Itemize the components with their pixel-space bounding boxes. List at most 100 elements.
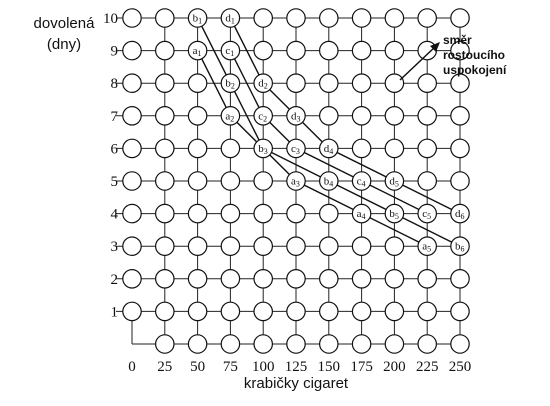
grid-node	[450, 40, 470, 61]
grid-node	[450, 106, 470, 126]
grid-node	[220, 171, 241, 191]
grid-node	[318, 106, 339, 126]
grid-node	[318, 8, 339, 28]
node-label-b2: b2	[225, 78, 235, 91]
grid-node	[220, 203, 241, 224]
direction-arrow-line	[399, 45, 437, 81]
grid-node	[122, 106, 142, 126]
y-tick-label: 1	[111, 304, 119, 320]
grid-node	[384, 301, 405, 322]
node-b1	[187, 8, 208, 28]
node-c2	[253, 106, 274, 126]
x-tick-label: 125	[285, 359, 308, 375]
x-tick-label: 0	[128, 359, 136, 375]
node-label-a4: a4	[357, 208, 366, 221]
node-b6	[450, 236, 470, 256]
node-label-d3: d3	[291, 110, 301, 123]
grid-node	[318, 301, 339, 322]
node-label-d2: d2	[258, 78, 268, 91]
grid-node	[155, 40, 175, 61]
grid-node	[122, 8, 142, 28]
grid-node	[318, 268, 339, 289]
node-d4	[318, 138, 339, 159]
grid-node	[286, 73, 306, 93]
grid-node	[450, 171, 470, 191]
grid-nodes: a5 b6 a4 b5 c5 d6 a3 b4 c4 d5 b3 c3 d4 a2 c2 d3 b2 d2 a1 c1…	[122, 8, 470, 354]
indifference-curve-d	[229, 17, 461, 215]
node-b4	[318, 171, 339, 191]
node-d3	[286, 106, 306, 126]
grid-node	[417, 8, 437, 28]
node-label-b6: b6	[455, 241, 465, 254]
grid-node	[384, 268, 405, 289]
axis-ticks: 0 25 50 75 100 125 150 175 200 225 250 1 2 3 4 5 6 7 8 9 10	[103, 11, 471, 375]
grid-node	[351, 334, 372, 354]
node-c1	[220, 40, 241, 61]
node-label-d1: d1	[225, 13, 235, 26]
grid-node	[417, 334, 437, 354]
annotation-line1: směr	[443, 33, 472, 47]
grid-node	[220, 268, 241, 289]
grid-node	[155, 236, 175, 256]
node-a5	[417, 236, 437, 256]
node-b2	[220, 73, 241, 93]
x-axis-label: krabičky cigaret	[244, 375, 349, 392]
node-label-b4: b4	[324, 176, 334, 189]
grid-node	[253, 301, 274, 322]
grid-node	[253, 203, 274, 224]
direction-annotation: směr rostoucího uspokojení	[399, 33, 507, 81]
grid-node	[187, 236, 208, 256]
grid-node	[122, 171, 142, 191]
node-d1	[220, 8, 241, 28]
node-label-a2: a2	[225, 110, 234, 123]
grid-node	[417, 106, 437, 126]
x-tick-label: 75	[223, 359, 238, 375]
node-label-b1: b1	[193, 13, 203, 26]
node-c5	[417, 203, 437, 224]
grid-node	[286, 301, 306, 322]
grid-node	[286, 203, 306, 224]
grid-node	[122, 138, 142, 159]
grid-node	[253, 268, 274, 289]
node-label-c2: c2	[258, 110, 267, 123]
grid-node	[351, 236, 372, 256]
grid-node	[286, 334, 306, 354]
grid-node	[187, 268, 208, 289]
grid-node	[286, 236, 306, 256]
node-a2	[220, 106, 241, 126]
indifference-curve-b	[196, 17, 461, 247]
node-label-c3: c3	[291, 143, 300, 156]
grid-node	[351, 8, 372, 28]
grid-node	[155, 301, 175, 322]
grid-node	[384, 106, 405, 126]
grid-node	[187, 334, 208, 354]
grid-node	[122, 73, 142, 93]
grid-node	[384, 236, 405, 256]
node-a4	[351, 203, 372, 224]
node-d2	[253, 73, 274, 93]
grid-node	[253, 8, 274, 28]
grid-node	[450, 268, 470, 289]
grid-node	[155, 203, 175, 224]
grid-node	[253, 171, 274, 191]
grid-node	[253, 40, 274, 61]
grid-node	[417, 138, 437, 159]
grid-node	[187, 138, 208, 159]
node-label-a1: a1	[193, 45, 202, 58]
grid-node	[318, 73, 339, 93]
grid-node	[122, 203, 142, 224]
grid-node	[450, 334, 470, 354]
grid-node	[187, 301, 208, 322]
annotation-line3: uspokojení	[443, 63, 507, 77]
grid-node	[351, 106, 372, 126]
grid-node	[351, 40, 372, 61]
grid-node	[155, 171, 175, 191]
grid-node	[253, 334, 274, 354]
node-a3	[286, 171, 306, 191]
grid-node	[450, 8, 470, 28]
annotation-line2: rostoucího	[443, 48, 505, 62]
x-tick-label: 50	[190, 359, 205, 375]
node-label-a5: a5	[422, 241, 431, 254]
grid-node	[187, 106, 208, 126]
node-label-b5: b5	[389, 208, 399, 221]
